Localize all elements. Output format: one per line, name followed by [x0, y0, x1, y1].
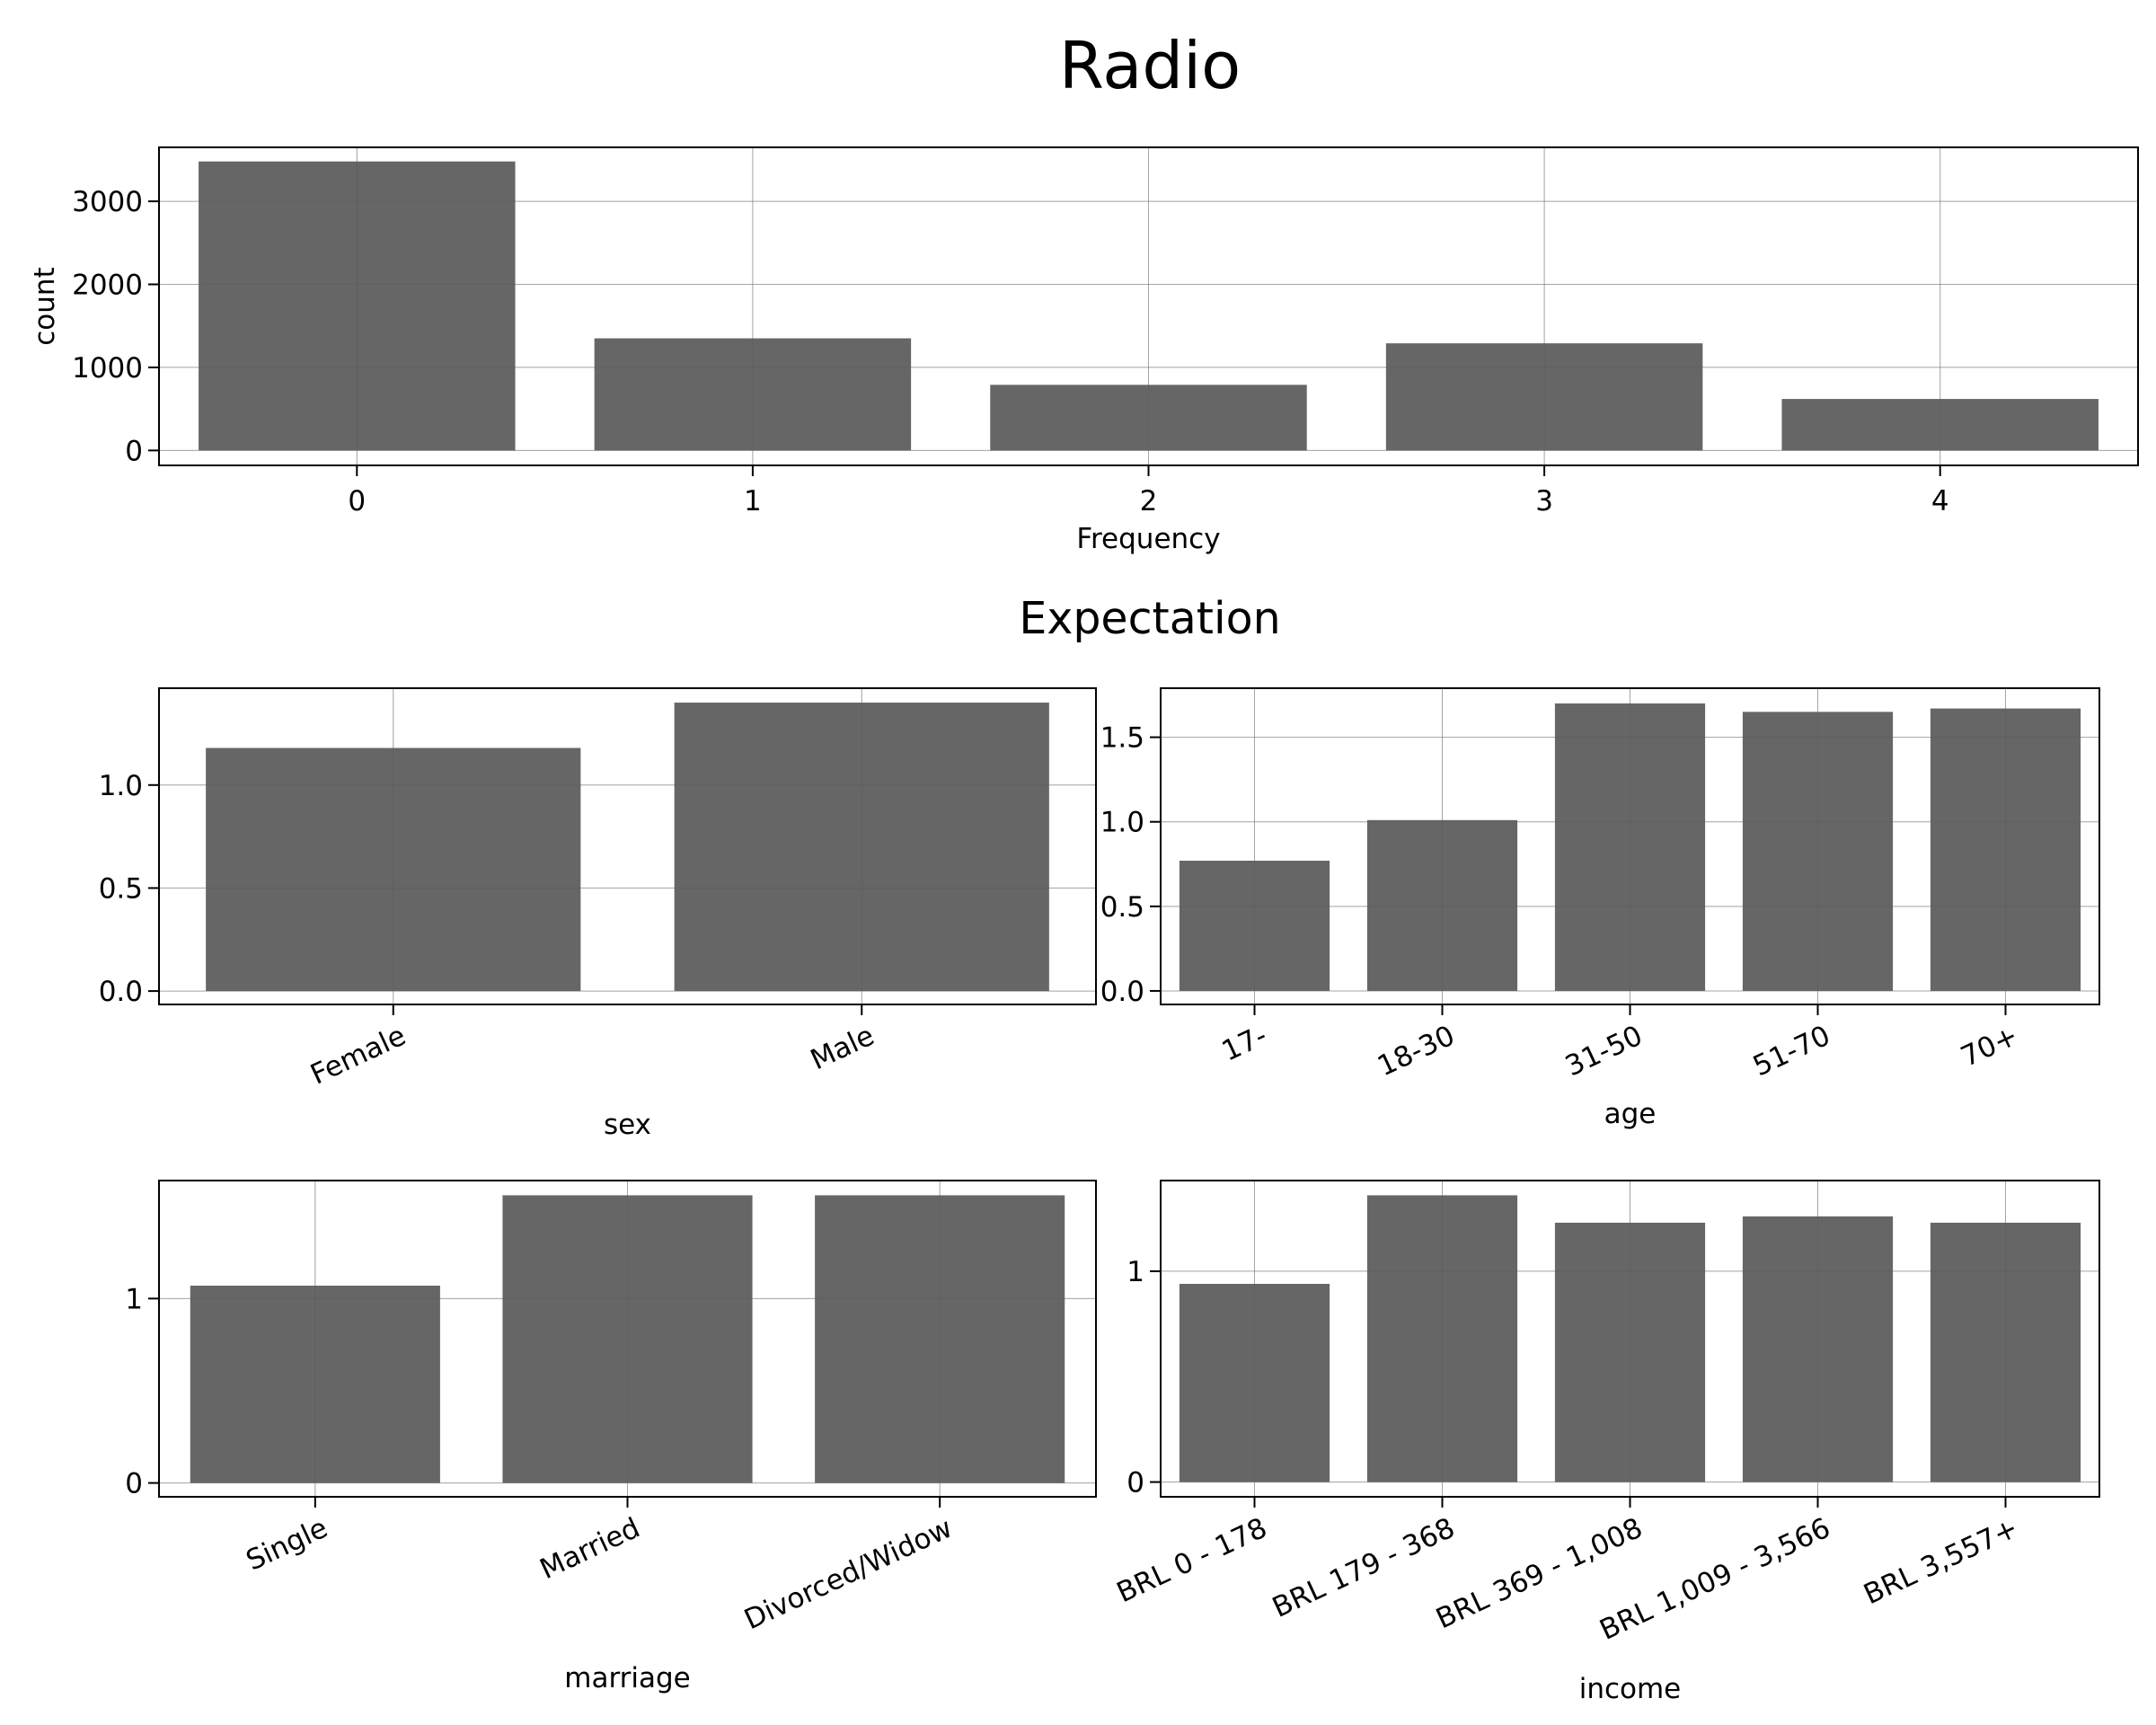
y-tick-label: 0.5: [1100, 891, 1144, 924]
x-axis-label: Frequency: [1076, 523, 1220, 555]
bar-income-2: [1554, 1222, 1706, 1482]
x-tick-label: 1: [744, 485, 762, 518]
y-tick-label: 0.0: [99, 976, 143, 1008]
y-tick-label: 1: [1127, 1256, 1144, 1288]
figure-title: Radio: [1059, 28, 1241, 103]
bar-frequency-3: [1385, 343, 1703, 451]
bar-marriage-0: [190, 1285, 440, 1483]
axes-frame: [158, 687, 1097, 1005]
chart-frequency: 0 1000 2000 3000 0 1 2 3 4 Frequency count: [29, 146, 2139, 555]
y-tick-label: 1: [125, 1283, 143, 1315]
x-tick-label: 2: [1140, 485, 1158, 518]
bar-sex-0: [206, 748, 581, 992]
bar-frequency-0: [199, 161, 516, 451]
bar-sex-1: [674, 703, 1049, 992]
x-tick-label: 4: [1931, 485, 1949, 518]
y-tick-label: 1.5: [1100, 722, 1144, 755]
x-tick-label: 3: [1535, 485, 1553, 518]
bar-income-0: [1179, 1283, 1330, 1482]
y-tick-label: 1.0: [99, 770, 143, 802]
bar-age-1: [1366, 819, 1518, 991]
bar-frequency-2: [990, 385, 1307, 451]
y-tick-label: 0: [125, 1468, 143, 1500]
bar-marriage-1: [502, 1195, 753, 1483]
y-tick-label: 0: [1127, 1467, 1144, 1499]
y-tick-label: 3000: [72, 186, 143, 218]
x-axis-label: marriage: [564, 1662, 691, 1694]
x-tick-label: 0: [348, 485, 366, 518]
bar-age-4: [1930, 708, 2081, 991]
bar-frequency-4: [1781, 399, 2099, 451]
y-tick-label: 0.0: [1100, 976, 1144, 1008]
y-tick-label: 1000: [72, 352, 143, 385]
bar-age-2: [1554, 703, 1706, 991]
bar-frequency-1: [594, 338, 912, 451]
bar-age-0: [1179, 861, 1330, 991]
y-tick-label: 2000: [72, 270, 143, 302]
section-title: Expectation: [1019, 593, 1280, 644]
bar-income-4: [1930, 1222, 2081, 1482]
y-tick-label: 1.0: [1100, 807, 1144, 839]
y-tick-label: 0.5: [99, 872, 143, 905]
bar-income-1: [1366, 1195, 1518, 1482]
bar-marriage-2: [815, 1195, 1065, 1483]
bar-age-3: [1742, 712, 1894, 991]
y-tick-label: 0: [125, 435, 143, 467]
bar-income-3: [1742, 1216, 1894, 1482]
x-axis-label: sex: [604, 1109, 651, 1141]
x-axis-label: income: [1579, 1673, 1682, 1705]
y-axis-label: count: [29, 267, 61, 345]
x-axis-label: age: [1604, 1098, 1657, 1130]
